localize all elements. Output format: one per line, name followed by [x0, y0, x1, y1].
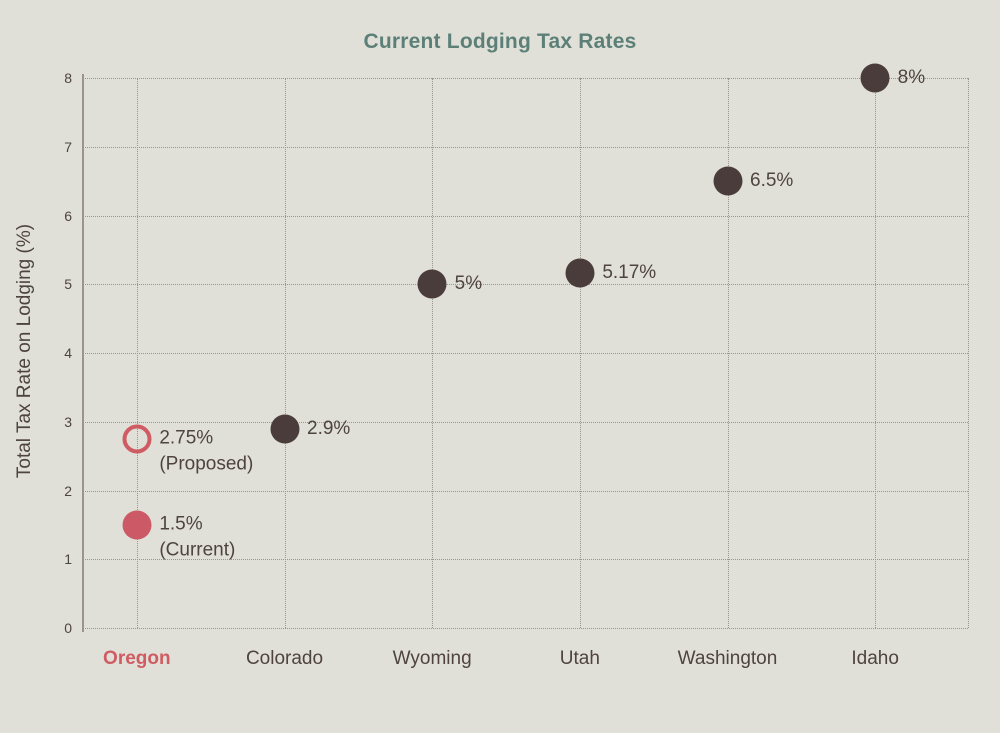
gridline-horizontal	[82, 78, 968, 79]
y-axis-tick-label: 7	[64, 138, 72, 155]
data-point-oregon-current[interactable]	[122, 510, 152, 540]
x-axis-tick-label-washington: Washington	[677, 648, 778, 669]
data-label-sublabel: (Current)	[159, 538, 236, 560]
data-label-washington: 6.5%	[750, 168, 793, 194]
gridline-vertical	[136, 78, 138, 628]
data-label-value: 5%	[454, 273, 483, 295]
data-label-utah: 5.17%	[602, 260, 656, 286]
data-point-colorado[interactable]	[270, 414, 299, 444]
x-axis-tick-label-colorado: Colorado	[245, 648, 324, 669]
chart-title: Current Lodging Tax Rates	[363, 30, 637, 53]
gridline-horizontal	[82, 146, 968, 148]
gridline-horizontal	[82, 215, 968, 217]
data-point-washington[interactable]	[713, 166, 742, 196]
gridline-horizontal	[82, 353, 968, 354]
x-axis-tick-label-wyoming: Wyoming	[392, 648, 472, 669]
y-axis-tick-label: 1	[64, 551, 72, 568]
x-axis-tick-label-utah: Utah	[559, 648, 600, 669]
y-axis-tick-label: 2	[64, 482, 72, 499]
y-axis-tick-label: 6	[64, 207, 72, 224]
x-axis-tick-label-oregon: Oregon	[103, 648, 171, 669]
data-point-idaho[interactable]	[860, 63, 890, 93]
gridline-horizontal	[82, 628, 968, 629]
gridline-horizontal	[82, 559, 968, 561]
gridline-horizontal	[82, 490, 968, 492]
data-label-value: 5.17%	[602, 261, 657, 283]
data-label-colorado: 2.9%	[307, 416, 350, 442]
gridline-vertical	[432, 78, 434, 628]
data-point-oregon-proposed[interactable]	[122, 424, 152, 454]
gridline-vertical	[284, 78, 286, 628]
data-label-wyoming: 5%	[455, 271, 482, 297]
data-label-oregon-current: 1.5% (Current)	[159, 511, 235, 562]
data-label-idaho: 8%	[898, 65, 925, 91]
y-axis-tick-label: 4	[64, 345, 72, 361]
data-label-sublabel: (Proposed)	[159, 452, 254, 474]
gridline-horizontal	[82, 421, 968, 423]
y-axis-tick-label: 0	[64, 620, 72, 636]
data-label-value: 2.75%	[159, 427, 214, 449]
data-label-value: 6.5%	[750, 170, 794, 192]
plot-area: 2.75% (Proposed) 1.5% (Current) 2.9% 5% 5.17% 6…	[82, 63, 969, 629]
gridline-vertical	[727, 78, 729, 628]
gridline-vertical	[875, 78, 877, 628]
data-label-value: 2.9%	[307, 417, 351, 439]
x-axis-tick-label-idaho: Idaho	[851, 648, 899, 669]
data-label-oregon-proposed: 2.75% (Proposed)	[159, 425, 253, 476]
plot-right-edge	[968, 78, 969, 628]
y-axis-label-container: Total Tax Rate on Lodging (%)	[0, 0, 40, 733]
data-label-value: 1.5%	[159, 513, 203, 535]
data-label-value: 8%	[897, 67, 926, 89]
gridline-horizontal	[82, 284, 968, 286]
gridline-vertical	[579, 78, 581, 628]
data-point-wyoming[interactable]	[417, 269, 447, 299]
y-axis-label: Total Tax Rate on Lodging (%)	[14, 223, 35, 479]
y-axis-tick-label: 3	[64, 413, 72, 430]
y-axis-tick-label: 8	[64, 70, 72, 86]
data-point-utah[interactable]	[565, 258, 595, 288]
y-axis-tick-label: 5	[64, 276, 72, 293]
